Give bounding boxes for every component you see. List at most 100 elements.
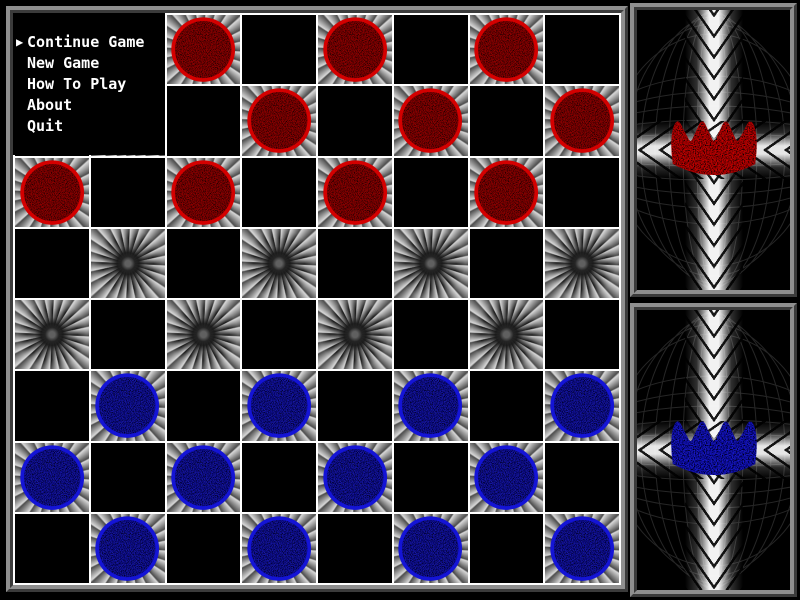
board-cell-r7c5[interactable] bbox=[393, 513, 468, 583]
red-piece[interactable] bbox=[549, 87, 615, 154]
board-cell-r5c7[interactable] bbox=[545, 371, 619, 441]
board-cell-r0c5[interactable] bbox=[393, 15, 468, 85]
board-cell-r6c7[interactable] bbox=[545, 442, 619, 512]
board-cell-r5c0[interactable] bbox=[15, 371, 89, 441]
board-cell-r4c6[interactable] bbox=[469, 300, 544, 370]
board-cell-r4c0[interactable] bbox=[15, 300, 89, 370]
blue-piece[interactable] bbox=[549, 515, 615, 582]
blue-piece[interactable] bbox=[397, 372, 463, 439]
board-cell-r2c7[interactable] bbox=[545, 157, 619, 227]
board-cell-r4c3[interactable] bbox=[242, 300, 316, 370]
menu-item-quit[interactable]: Quit bbox=[16, 116, 165, 137]
board-cell-r3c2[interactable] bbox=[166, 228, 241, 298]
menu-item-new-game[interactable]: New Game bbox=[16, 53, 165, 74]
board-cell-r3c1[interactable] bbox=[90, 228, 165, 298]
red-piece[interactable] bbox=[322, 16, 388, 83]
board-cell-r6c4[interactable] bbox=[318, 442, 392, 512]
board-cell-r6c6[interactable] bbox=[469, 442, 544, 512]
board-cell-r2c0[interactable] bbox=[15, 157, 89, 227]
board-cell-r5c2[interactable] bbox=[166, 371, 241, 441]
game-menu: ▶ Continue Game New Game How To Play Abou… bbox=[13, 13, 165, 155]
board-cell-r1c3[interactable] bbox=[242, 86, 316, 156]
board-cell-r1c7[interactable] bbox=[545, 86, 619, 156]
board-cell-r3c7[interactable] bbox=[545, 228, 619, 298]
blue-piece[interactable] bbox=[549, 372, 615, 439]
red-piece[interactable] bbox=[170, 16, 236, 83]
red-piece[interactable] bbox=[397, 87, 463, 154]
board-cell-r7c7[interactable] bbox=[545, 513, 619, 583]
menu-item-label: Continue Game bbox=[27, 33, 145, 51]
red-piece[interactable] bbox=[473, 159, 539, 226]
board-cell-r7c3[interactable] bbox=[242, 513, 316, 583]
blue-king-panel-art bbox=[637, 310, 790, 590]
board-cell-r5c1[interactable] bbox=[90, 371, 165, 441]
board-cell-r3c4[interactable] bbox=[318, 228, 392, 298]
board-cell-r5c3[interactable] bbox=[242, 371, 316, 441]
board-cell-r0c6[interactable] bbox=[469, 15, 544, 85]
board-cell-r2c2[interactable] bbox=[166, 157, 241, 227]
blue-piece[interactable] bbox=[397, 515, 463, 582]
menu-cursor-spacer bbox=[16, 116, 27, 137]
menu-item-label: How To Play bbox=[27, 75, 127, 93]
board-cell-r3c5[interactable] bbox=[393, 228, 468, 298]
board-cell-r0c3[interactable] bbox=[242, 15, 316, 85]
board-cell-r3c6[interactable] bbox=[469, 228, 544, 298]
board-cell-r1c6[interactable] bbox=[469, 86, 544, 156]
board-cell-r5c4[interactable] bbox=[318, 371, 392, 441]
red-piece[interactable] bbox=[170, 159, 236, 226]
board-cell-r1c2[interactable] bbox=[166, 86, 241, 156]
menu-item-how-to-play[interactable]: How To Play bbox=[16, 74, 165, 95]
menu-item-label: New Game bbox=[27, 54, 100, 72]
board-cell-r7c0[interactable] bbox=[15, 513, 89, 583]
board-cell-r0c2[interactable] bbox=[166, 15, 241, 85]
board-cell-r0c4[interactable] bbox=[318, 15, 392, 85]
board-cell-r7c6[interactable] bbox=[469, 513, 544, 583]
blue-piece[interactable] bbox=[94, 515, 160, 582]
red-piece[interactable] bbox=[19, 159, 85, 226]
red-king-panel bbox=[630, 3, 797, 297]
board-cell-r5c5[interactable] bbox=[393, 371, 468, 441]
board-cell-r1c5[interactable] bbox=[393, 86, 468, 156]
menu-item-about[interactable]: About bbox=[16, 95, 165, 116]
red-crown-icon bbox=[670, 121, 757, 175]
blue-piece[interactable] bbox=[246, 372, 312, 439]
board-cell-r2c5[interactable] bbox=[393, 157, 468, 227]
blue-piece[interactable] bbox=[473, 444, 539, 511]
menu-item-label: Quit bbox=[27, 117, 64, 135]
board-cell-r7c4[interactable] bbox=[318, 513, 392, 583]
menu-item-continue-game[interactable]: ▶ Continue Game bbox=[16, 32, 165, 53]
blue-piece[interactable] bbox=[322, 444, 388, 511]
board-cell-r4c4[interactable] bbox=[318, 300, 392, 370]
board-cell-r4c5[interactable] bbox=[393, 300, 468, 370]
board-cell-r7c1[interactable] bbox=[90, 513, 165, 583]
red-piece[interactable] bbox=[473, 16, 539, 83]
blue-piece[interactable] bbox=[246, 515, 312, 582]
red-piece[interactable] bbox=[246, 87, 312, 154]
board-cell-r3c3[interactable] bbox=[242, 228, 316, 298]
board-cell-r6c2[interactable] bbox=[166, 442, 241, 512]
board-cell-r3c0[interactable] bbox=[15, 228, 89, 298]
blue-king-panel bbox=[630, 303, 797, 597]
board-frame: ▶ Continue Game New Game How To Play Abou… bbox=[6, 6, 628, 592]
board-cell-r2c6[interactable] bbox=[469, 157, 544, 227]
board-cell-r7c2[interactable] bbox=[166, 513, 241, 583]
menu-cursor-spacer bbox=[16, 95, 27, 116]
blue-piece[interactable] bbox=[19, 444, 85, 511]
board-cell-r2c4[interactable] bbox=[318, 157, 392, 227]
board-cell-r4c1[interactable] bbox=[90, 300, 165, 370]
board-cell-r6c0[interactable] bbox=[15, 442, 89, 512]
board-cell-r4c2[interactable] bbox=[166, 300, 241, 370]
board-cell-r6c1[interactable] bbox=[90, 442, 165, 512]
red-king-panel-art bbox=[637, 10, 790, 290]
board-cell-r5c6[interactable] bbox=[469, 371, 544, 441]
blue-piece[interactable] bbox=[170, 444, 236, 511]
board-cell-r4c7[interactable] bbox=[545, 300, 619, 370]
red-piece[interactable] bbox=[322, 159, 388, 226]
blue-piece[interactable] bbox=[94, 372, 160, 439]
board-cell-r2c3[interactable] bbox=[242, 157, 316, 227]
board-cell-r2c1[interactable] bbox=[90, 157, 165, 227]
board-cell-r1c4[interactable] bbox=[318, 86, 392, 156]
board-cell-r0c7[interactable] bbox=[545, 15, 619, 85]
board-cell-r6c5[interactable] bbox=[393, 442, 468, 512]
board-cell-r6c3[interactable] bbox=[242, 442, 316, 512]
